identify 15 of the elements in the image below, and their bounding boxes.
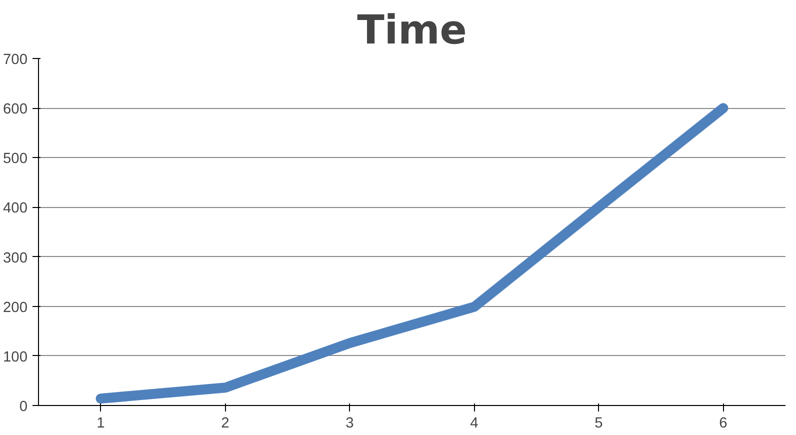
chart-title: Time bbox=[357, 8, 467, 54]
x-tick-label: 6 bbox=[719, 416, 728, 432]
y-tick-label: 0 bbox=[19, 399, 28, 415]
y-tick-label: 200 bbox=[3, 300, 28, 316]
y-tick-label: 600 bbox=[3, 102, 28, 118]
x-tick-label: 4 bbox=[470, 416, 478, 432]
x-tick-label: 3 bbox=[346, 416, 354, 432]
y-tick-label: 500 bbox=[3, 151, 28, 168]
x-tick-label: 2 bbox=[221, 416, 230, 432]
y-tick-label: 100 bbox=[3, 349, 28, 366]
x-tick-label: 5 bbox=[594, 416, 603, 432]
y-tick-label: 300 bbox=[3, 250, 28, 266]
y-tick-label: 700 bbox=[3, 52, 28, 68]
x-tick-label: 1 bbox=[96, 416, 105, 432]
y-tick-label: 400 bbox=[3, 200, 28, 217]
